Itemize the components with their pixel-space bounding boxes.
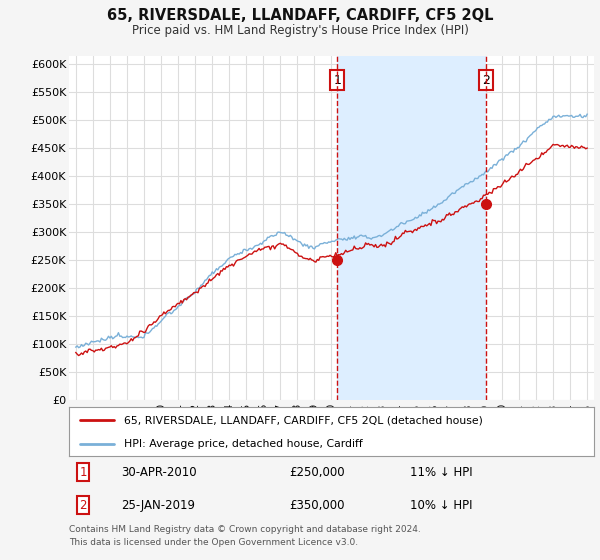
Text: 2: 2 [482, 73, 490, 87]
Text: 2: 2 [79, 498, 87, 512]
Text: 25-JAN-2019: 25-JAN-2019 [121, 498, 196, 512]
Text: Contains HM Land Registry data © Crown copyright and database right 2024.: Contains HM Land Registry data © Crown c… [69, 525, 421, 534]
Text: 1: 1 [333, 73, 341, 87]
Text: 11% ↓ HPI: 11% ↓ HPI [410, 465, 473, 479]
Text: £250,000: £250,000 [290, 465, 345, 479]
Text: 65, RIVERSDALE, LLANDAFF, CARDIFF, CF5 2QL (detached house): 65, RIVERSDALE, LLANDAFF, CARDIFF, CF5 2… [124, 416, 483, 426]
Text: 30-APR-2010: 30-APR-2010 [121, 465, 197, 479]
Text: Price paid vs. HM Land Registry's House Price Index (HPI): Price paid vs. HM Land Registry's House … [131, 24, 469, 36]
Text: 10% ↓ HPI: 10% ↓ HPI [410, 498, 473, 512]
Text: 1: 1 [79, 465, 87, 479]
Text: This data is licensed under the Open Government Licence v3.0.: This data is licensed under the Open Gov… [69, 538, 358, 547]
Text: £350,000: £350,000 [290, 498, 345, 512]
Text: HPI: Average price, detached house, Cardiff: HPI: Average price, detached house, Card… [124, 439, 363, 449]
Text: 65, RIVERSDALE, LLANDAFF, CARDIFF, CF5 2QL: 65, RIVERSDALE, LLANDAFF, CARDIFF, CF5 2… [107, 8, 493, 24]
Bar [337, 56, 486, 400]
